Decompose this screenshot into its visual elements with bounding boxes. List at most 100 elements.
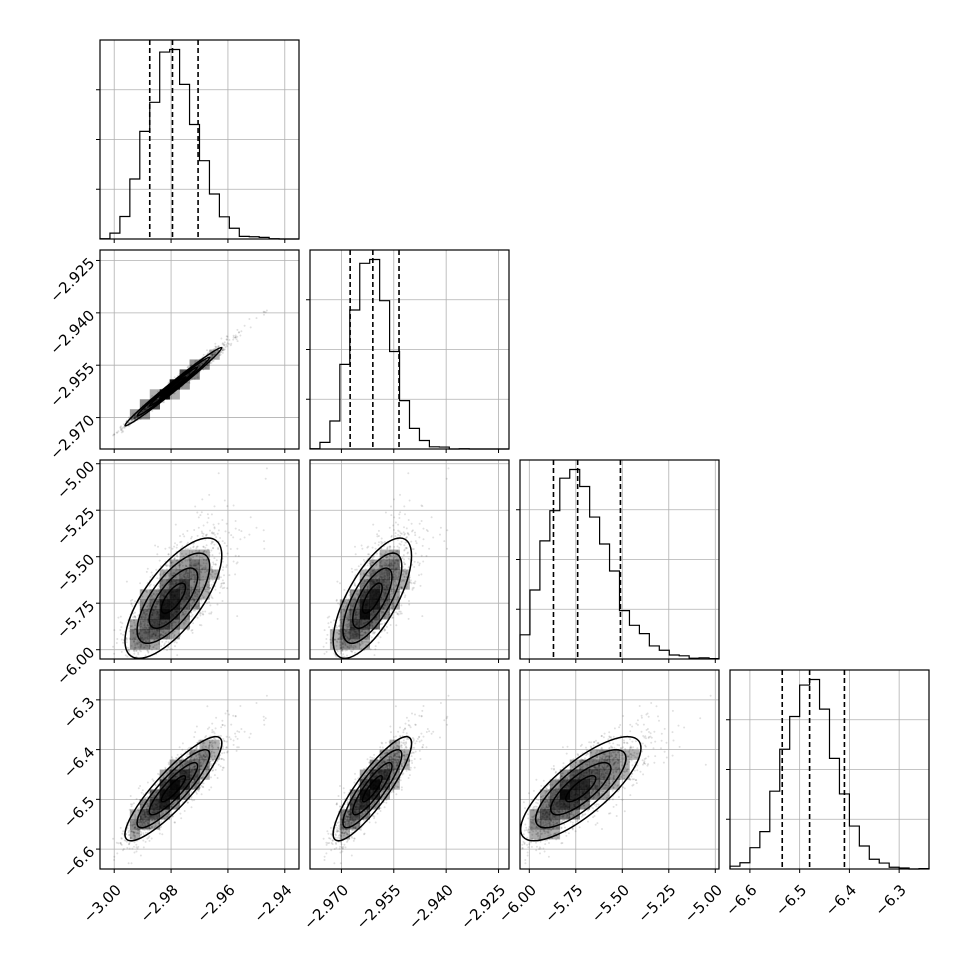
sample-point	[223, 499, 226, 502]
sample-point	[122, 641, 124, 644]
sample-point	[113, 652, 116, 655]
sample-point	[228, 531, 230, 534]
sample-point	[396, 538, 399, 541]
sample-point	[146, 567, 149, 570]
sample-point	[166, 649, 168, 652]
sample-point	[220, 337, 223, 340]
sample-point	[238, 529, 241, 531]
sample-point	[255, 526, 258, 529]
sample-point	[362, 558, 365, 561]
sample-point	[144, 408, 147, 411]
sample-point	[221, 519, 224, 521]
sample-point	[403, 544, 406, 547]
sample-point	[262, 310, 265, 313]
sample-point	[219, 353, 222, 356]
sample-point	[219, 351, 222, 354]
sample-point	[202, 613, 205, 616]
sample-point	[374, 542, 377, 545]
sample-point	[394, 532, 397, 535]
sample-point	[216, 532, 219, 535]
sample-point	[414, 540, 417, 543]
sample-point	[189, 547, 192, 550]
panel-0-0	[96, 39, 300, 243]
sample-point	[399, 493, 401, 496]
sample-point	[248, 318, 251, 320]
sample-point	[137, 653, 140, 656]
sample-point	[113, 433, 116, 436]
sample-point	[403, 561, 405, 564]
sample-point	[407, 519, 410, 521]
sample-point	[206, 521, 209, 524]
sample-point	[413, 566, 416, 568]
sample-point	[201, 498, 204, 501]
sample-point	[377, 535, 380, 537]
sample-point	[374, 645, 377, 648]
sample-point	[422, 538, 425, 541]
sample-point	[371, 546, 374, 549]
sample-point	[243, 536, 246, 539]
density-cell	[169, 589, 180, 600]
sample-point	[133, 416, 136, 419]
sample-point	[410, 582, 413, 585]
sample-point	[197, 516, 200, 519]
sample-point	[145, 407, 148, 410]
sample-point	[139, 582, 142, 585]
sample-point	[192, 545, 195, 548]
sample-point	[128, 416, 130, 419]
sample-point	[366, 564, 369, 567]
sample-point	[386, 631, 389, 634]
panel-2-0: −6.00−5.75−5.50−5.25−5.00	[53, 457, 300, 689]
sample-point	[226, 342, 229, 345]
sample-point	[213, 533, 216, 536]
sample-point	[418, 574, 420, 577]
sample-point	[407, 557, 410, 560]
sample-point	[175, 641, 178, 644]
sample-point	[418, 536, 421, 539]
sample-point	[234, 336, 237, 339]
sample-point	[200, 362, 203, 365]
sample-point	[214, 588, 217, 591]
sample-point	[191, 629, 194, 631]
sample-point	[142, 410, 144, 413]
sample-point	[439, 533, 441, 536]
sample-point	[163, 644, 166, 647]
sample-point	[150, 571, 153, 574]
sample-point	[214, 345, 217, 348]
sample-point	[323, 629, 326, 632]
sample-point	[210, 513, 213, 516]
sample-point	[234, 336, 237, 339]
sample-point	[174, 523, 177, 526]
sample-point	[234, 336, 237, 339]
sample-point	[204, 610, 207, 613]
sample-point	[223, 344, 226, 347]
sample-point	[226, 552, 229, 555]
sample-point	[196, 511, 199, 514]
sample-point	[357, 565, 360, 568]
sample-point	[368, 553, 371, 556]
sample-point	[264, 311, 267, 314]
sample-point	[221, 600, 224, 602]
sample-point	[394, 521, 397, 524]
y-tick-label: −2.970	[46, 411, 98, 463]
sample-point	[392, 616, 395, 619]
panel-frame	[99, 39, 300, 240]
sample-point	[115, 431, 118, 434]
sample-point	[134, 600, 136, 603]
sample-point	[335, 649, 338, 652]
sample-point	[217, 529, 220, 532]
sample-point	[125, 641, 128, 644]
sample-point	[403, 558, 406, 561]
sample-point	[217, 547, 220, 549]
sample-point	[167, 641, 170, 644]
sample-point	[147, 650, 150, 653]
sample-point	[195, 359, 198, 362]
sample-point	[218, 591, 221, 594]
sample-point	[196, 534, 199, 537]
sample-point	[384, 629, 386, 631]
sample-point	[336, 626, 338, 629]
sample-point	[207, 517, 210, 519]
sample-point	[398, 546, 401, 549]
sample-point	[378, 541, 380, 544]
panels: −2.970−2.955−2.940−2.925−6.00−5.75−5.50−…	[46, 39, 930, 933]
sample-point	[329, 621, 332, 624]
